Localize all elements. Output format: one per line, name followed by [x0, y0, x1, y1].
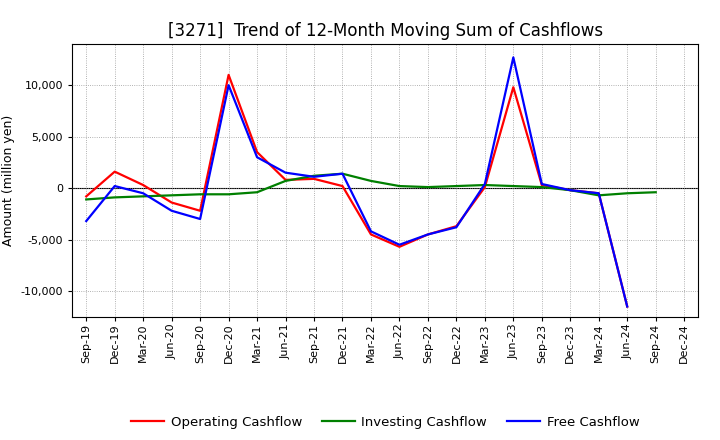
Free Cashflow	[623, 304, 631, 309]
Investing Cashflow	[623, 191, 631, 196]
Investing Cashflow	[509, 183, 518, 189]
Investing Cashflow	[282, 178, 290, 183]
Operating Cashflow	[282, 177, 290, 183]
Investing Cashflow	[310, 173, 318, 178]
Free Cashflow	[480, 181, 489, 187]
Operating Cashflow	[509, 84, 518, 90]
Free Cashflow	[196, 216, 204, 222]
Free Cashflow	[509, 55, 518, 60]
Investing Cashflow	[395, 183, 404, 189]
Operating Cashflow	[480, 184, 489, 190]
Investing Cashflow	[452, 183, 461, 189]
Free Cashflow	[82, 218, 91, 224]
Investing Cashflow	[595, 193, 603, 198]
Operating Cashflow	[225, 72, 233, 77]
Operating Cashflow	[366, 232, 375, 237]
Investing Cashflow	[110, 195, 119, 200]
Free Cashflow	[110, 183, 119, 189]
Investing Cashflow	[423, 184, 432, 190]
Title: [3271]  Trend of 12-Month Moving Sum of Cashflows: [3271] Trend of 12-Month Moving Sum of C…	[168, 22, 603, 40]
Investing Cashflow	[480, 183, 489, 188]
Investing Cashflow	[139, 194, 148, 199]
Operating Cashflow	[110, 169, 119, 174]
Free Cashflow	[282, 170, 290, 175]
Investing Cashflow	[537, 184, 546, 190]
Line: Operating Cashflow: Operating Cashflow	[86, 75, 627, 307]
Investing Cashflow	[225, 192, 233, 197]
Investing Cashflow	[253, 190, 261, 195]
Free Cashflow	[595, 191, 603, 196]
Investing Cashflow	[82, 197, 91, 202]
Free Cashflow	[366, 229, 375, 234]
Operating Cashflow	[253, 150, 261, 155]
Free Cashflow	[566, 187, 575, 193]
Operating Cashflow	[167, 200, 176, 205]
Free Cashflow	[139, 191, 148, 196]
Operating Cashflow	[452, 224, 461, 229]
Operating Cashflow	[82, 194, 91, 199]
Operating Cashflow	[566, 187, 575, 193]
Legend: Operating Cashflow, Investing Cashflow, Free Cashflow: Operating Cashflow, Investing Cashflow, …	[126, 411, 644, 434]
Free Cashflow	[537, 181, 546, 187]
Line: Free Cashflow: Free Cashflow	[86, 57, 627, 307]
Line: Investing Cashflow: Investing Cashflow	[86, 174, 656, 199]
Operating Cashflow	[595, 191, 603, 196]
Operating Cashflow	[423, 232, 432, 237]
Free Cashflow	[167, 208, 176, 213]
Free Cashflow	[395, 242, 404, 247]
Free Cashflow	[253, 154, 261, 160]
Free Cashflow	[225, 83, 233, 88]
Free Cashflow	[310, 174, 318, 180]
Investing Cashflow	[652, 190, 660, 195]
Operating Cashflow	[310, 176, 318, 181]
Operating Cashflow	[537, 183, 546, 188]
Operating Cashflow	[139, 183, 148, 188]
Operating Cashflow	[623, 304, 631, 309]
Operating Cashflow	[395, 244, 404, 249]
Free Cashflow	[338, 171, 347, 176]
Investing Cashflow	[366, 178, 375, 183]
Y-axis label: Amount (million yen): Amount (million yen)	[2, 115, 15, 246]
Free Cashflow	[423, 232, 432, 237]
Investing Cashflow	[338, 171, 347, 176]
Operating Cashflow	[196, 208, 204, 213]
Investing Cashflow	[196, 192, 204, 197]
Free Cashflow	[452, 224, 461, 230]
Investing Cashflow	[167, 193, 176, 198]
Investing Cashflow	[566, 187, 575, 193]
Operating Cashflow	[338, 183, 347, 189]
